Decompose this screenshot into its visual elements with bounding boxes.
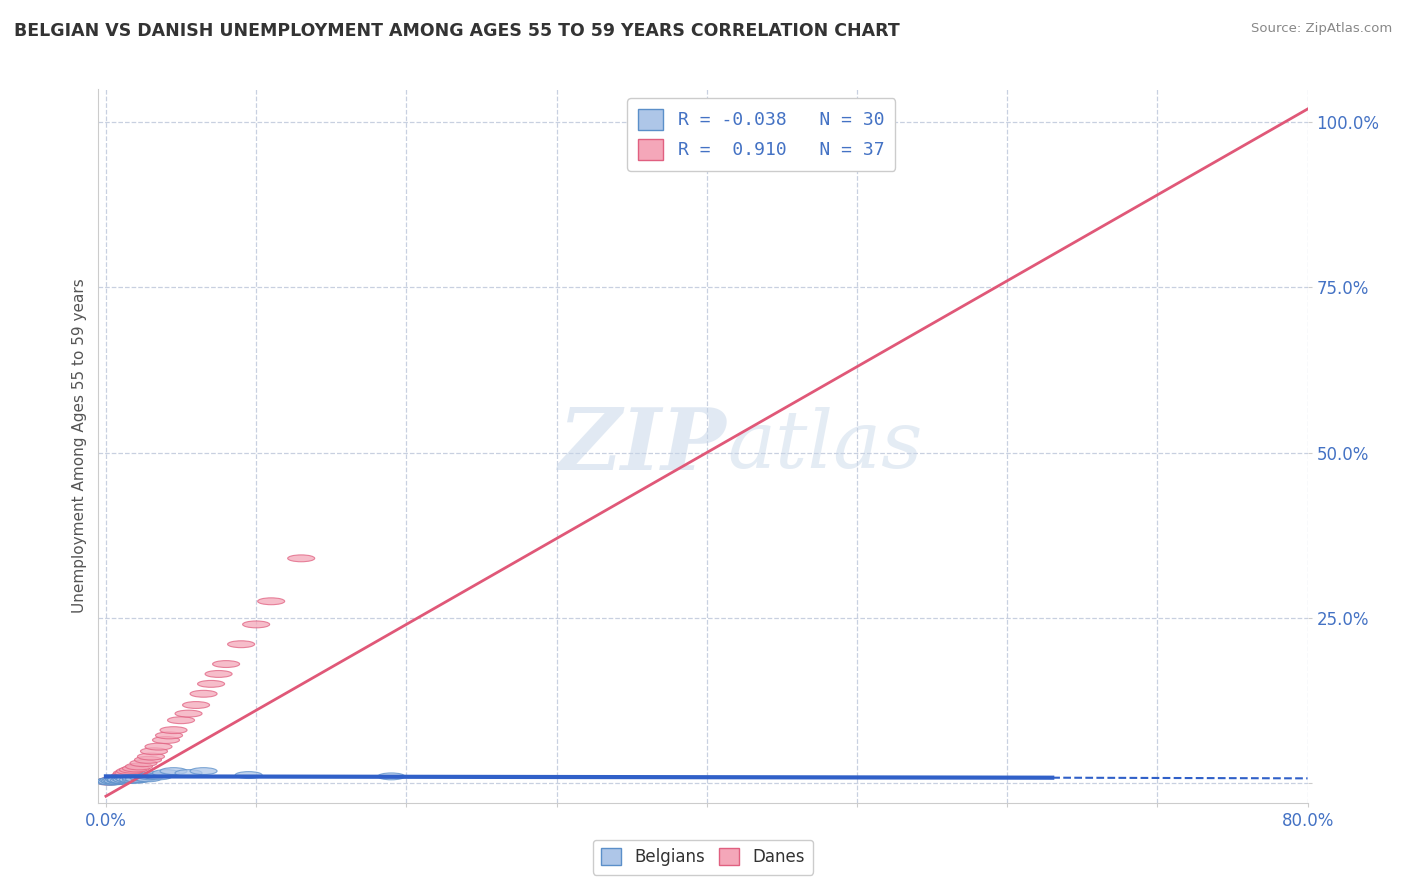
- Ellipse shape: [135, 756, 162, 764]
- Ellipse shape: [115, 775, 142, 781]
- Ellipse shape: [125, 763, 152, 770]
- Ellipse shape: [160, 727, 187, 733]
- Ellipse shape: [160, 768, 187, 774]
- Ellipse shape: [156, 732, 183, 739]
- Y-axis label: Unemployment Among Ages 55 to 59 years: Unemployment Among Ages 55 to 59 years: [72, 278, 87, 614]
- Ellipse shape: [98, 778, 125, 784]
- Ellipse shape: [205, 671, 232, 677]
- Text: Source: ZipAtlas.com: Source: ZipAtlas.com: [1251, 22, 1392, 36]
- Text: BELGIAN VS DANISH UNEMPLOYMENT AMONG AGES 55 TO 59 YEARS CORRELATION CHART: BELGIAN VS DANISH UNEMPLOYMENT AMONG AGE…: [14, 22, 900, 40]
- Ellipse shape: [122, 775, 149, 781]
- Ellipse shape: [108, 774, 136, 781]
- Ellipse shape: [98, 778, 125, 785]
- Ellipse shape: [120, 776, 146, 783]
- Ellipse shape: [152, 737, 180, 743]
- Ellipse shape: [117, 768, 143, 774]
- Ellipse shape: [96, 778, 122, 785]
- Ellipse shape: [138, 753, 165, 760]
- Ellipse shape: [101, 778, 128, 784]
- Ellipse shape: [135, 775, 162, 781]
- Ellipse shape: [125, 775, 152, 782]
- Ellipse shape: [190, 690, 217, 698]
- Ellipse shape: [167, 717, 194, 723]
- Ellipse shape: [117, 775, 143, 782]
- Ellipse shape: [100, 777, 127, 784]
- Ellipse shape: [235, 772, 262, 779]
- Ellipse shape: [97, 778, 124, 784]
- Ellipse shape: [174, 770, 202, 777]
- Text: ZIP: ZIP: [560, 404, 727, 488]
- Ellipse shape: [129, 774, 157, 781]
- Ellipse shape: [120, 766, 146, 773]
- Text: atlas: atlas: [727, 408, 922, 484]
- Ellipse shape: [105, 776, 134, 783]
- Ellipse shape: [190, 768, 217, 774]
- Ellipse shape: [96, 778, 122, 785]
- Legend: R = -0.038   N = 30, R =  0.910   N = 37: R = -0.038 N = 30, R = 0.910 N = 37: [627, 98, 896, 170]
- Ellipse shape: [103, 777, 129, 784]
- Ellipse shape: [122, 765, 149, 772]
- Ellipse shape: [152, 770, 180, 777]
- Ellipse shape: [112, 772, 139, 779]
- Ellipse shape: [145, 773, 172, 780]
- Ellipse shape: [145, 743, 172, 750]
- Ellipse shape: [212, 661, 239, 667]
- Ellipse shape: [228, 640, 254, 648]
- Ellipse shape: [107, 777, 135, 784]
- Ellipse shape: [111, 777, 138, 784]
- Ellipse shape: [104, 775, 132, 782]
- Legend: Belgians, Danes: Belgians, Danes: [593, 840, 813, 875]
- Ellipse shape: [111, 773, 138, 780]
- Ellipse shape: [141, 747, 167, 755]
- Ellipse shape: [100, 777, 127, 784]
- Ellipse shape: [115, 770, 142, 777]
- Ellipse shape: [105, 775, 134, 782]
- Ellipse shape: [97, 778, 124, 784]
- Ellipse shape: [103, 776, 129, 783]
- Ellipse shape: [114, 770, 141, 777]
- Ellipse shape: [183, 702, 209, 708]
- Ellipse shape: [122, 776, 149, 783]
- Ellipse shape: [378, 773, 405, 780]
- Ellipse shape: [107, 775, 135, 781]
- Ellipse shape: [257, 598, 284, 605]
- Ellipse shape: [114, 776, 141, 783]
- Ellipse shape: [138, 773, 165, 780]
- Ellipse shape: [141, 772, 167, 779]
- Ellipse shape: [112, 775, 139, 782]
- Ellipse shape: [129, 760, 157, 766]
- Ellipse shape: [174, 710, 202, 717]
- Ellipse shape: [243, 621, 270, 628]
- Ellipse shape: [101, 777, 128, 784]
- Ellipse shape: [104, 778, 132, 784]
- Ellipse shape: [198, 681, 225, 688]
- Ellipse shape: [107, 776, 135, 783]
- Ellipse shape: [288, 555, 315, 562]
